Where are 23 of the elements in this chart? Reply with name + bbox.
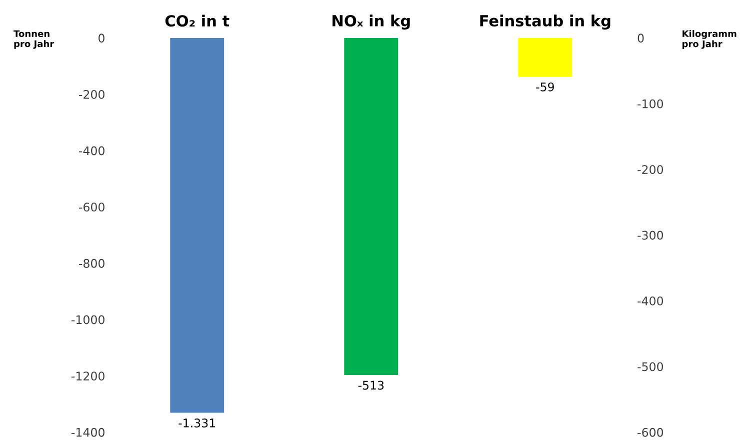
y2-tick-label: -400 bbox=[638, 296, 664, 306]
y-tick-label: -1400 bbox=[72, 428, 104, 437]
data-label: -59 bbox=[536, 82, 554, 92]
y-tick-label: -1200 bbox=[72, 372, 104, 381]
y2-tick-label: 0 bbox=[638, 34, 644, 43]
y-axis-title: Tonnen pro Jahr bbox=[14, 30, 54, 49]
y2-tick-label: -600 bbox=[638, 428, 664, 437]
y-tick-label: -600 bbox=[79, 202, 104, 212]
x-tick-label: Feinstaub in kg bbox=[480, 14, 610, 30]
y2-axis-title: Kilogramm pro Jahr bbox=[682, 30, 736, 49]
data-label: -513 bbox=[358, 380, 384, 390]
y-tick-label: -800 bbox=[79, 258, 104, 268]
y-tick-label: 0 bbox=[98, 34, 104, 43]
x-tick-label: CO₂ in t bbox=[165, 14, 230, 27]
y2-tick-label: -200 bbox=[638, 165, 664, 174]
y-tick-label: -200 bbox=[79, 90, 104, 99]
y-tick-label: -1000 bbox=[72, 315, 104, 324]
y2-tick-label: -100 bbox=[638, 99, 664, 108]
x-tick-label: NOₓ in kg bbox=[332, 14, 410, 30]
y2-tick-label: -500 bbox=[638, 362, 664, 372]
y2-tick-label: -300 bbox=[638, 230, 664, 240]
data-label: -1.331 bbox=[178, 418, 216, 428]
y-tick-label: -400 bbox=[79, 146, 104, 156]
